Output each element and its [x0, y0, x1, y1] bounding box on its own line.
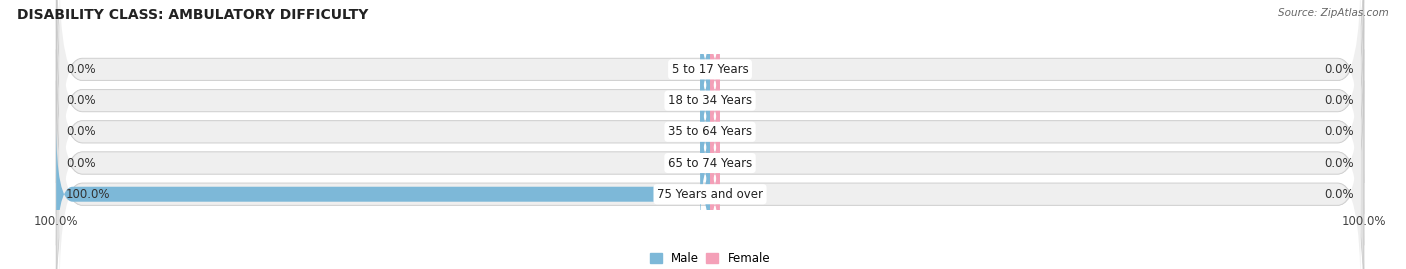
FancyBboxPatch shape [59, 2, 1361, 199]
FancyBboxPatch shape [703, 124, 727, 265]
FancyBboxPatch shape [693, 30, 717, 171]
Text: 0.0%: 0.0% [66, 125, 96, 138]
FancyBboxPatch shape [703, 93, 727, 233]
Text: 0.0%: 0.0% [1324, 188, 1354, 201]
Text: 0.0%: 0.0% [1324, 157, 1354, 169]
FancyBboxPatch shape [59, 33, 1361, 231]
Text: Source: ZipAtlas.com: Source: ZipAtlas.com [1278, 8, 1389, 18]
Text: 0.0%: 0.0% [66, 157, 96, 169]
FancyBboxPatch shape [703, 0, 727, 140]
Text: 75 Years and over: 75 Years and over [657, 188, 763, 201]
Text: 0.0%: 0.0% [66, 63, 96, 76]
Legend: Male, Female: Male, Female [645, 247, 775, 269]
FancyBboxPatch shape [56, 0, 1364, 214]
Text: 5 to 17 Years: 5 to 17 Years [672, 63, 748, 76]
Text: 0.0%: 0.0% [1324, 125, 1354, 138]
FancyBboxPatch shape [59, 64, 1361, 262]
FancyBboxPatch shape [56, 0, 1364, 183]
FancyBboxPatch shape [56, 124, 710, 265]
FancyBboxPatch shape [56, 49, 1364, 269]
Text: 65 to 74 Years: 65 to 74 Years [668, 157, 752, 169]
Text: 0.0%: 0.0% [66, 94, 96, 107]
FancyBboxPatch shape [703, 61, 727, 202]
Text: 0.0%: 0.0% [1324, 94, 1354, 107]
Text: DISABILITY CLASS: AMBULATORY DIFFICULTY: DISABILITY CLASS: AMBULATORY DIFFICULTY [17, 8, 368, 22]
Text: 35 to 64 Years: 35 to 64 Years [668, 125, 752, 138]
FancyBboxPatch shape [693, 61, 717, 202]
FancyBboxPatch shape [56, 81, 1364, 269]
Text: 0.0%: 0.0% [1324, 63, 1354, 76]
Text: 18 to 34 Years: 18 to 34 Years [668, 94, 752, 107]
FancyBboxPatch shape [59, 95, 1361, 269]
FancyBboxPatch shape [693, 93, 717, 233]
FancyBboxPatch shape [703, 30, 727, 171]
Text: 100.0%: 100.0% [66, 188, 111, 201]
FancyBboxPatch shape [56, 18, 1364, 245]
FancyBboxPatch shape [693, 0, 717, 140]
FancyBboxPatch shape [59, 0, 1361, 168]
